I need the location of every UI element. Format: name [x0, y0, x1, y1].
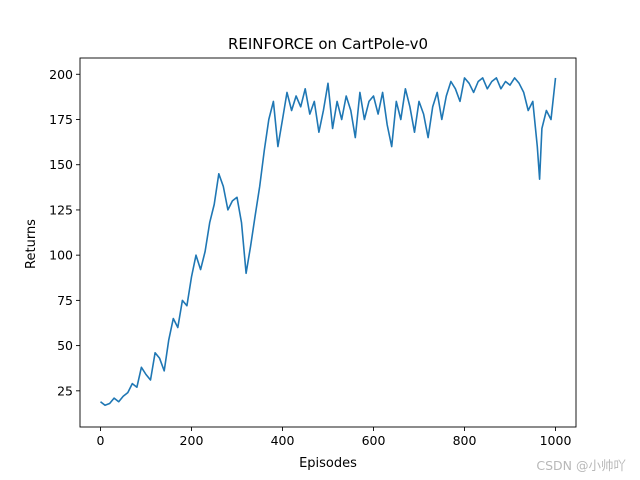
x-tick-label: 200	[180, 433, 204, 448]
x-axis-label: Episodes	[299, 456, 357, 471]
x-tick-label: 800	[453, 433, 477, 448]
y-tick-label: 100	[49, 248, 73, 263]
y-axis-label: Returns	[24, 219, 39, 269]
x-tick-label: 400	[271, 433, 295, 448]
x-tick-label: 600	[362, 433, 386, 448]
y-tick-label: 75	[57, 293, 73, 308]
series-line-0	[100, 77, 557, 407]
chart-title: REINFORCE on CartPole-v0	[228, 35, 428, 53]
x-tick-label: 0	[97, 433, 105, 448]
y-tick-label: 150	[49, 157, 73, 172]
watermark: CSDN @小帅吖	[536, 458, 626, 473]
plot-frame	[79, 57, 577, 428]
y-tick-label: 175	[49, 112, 73, 127]
y-tick-label: 200	[49, 67, 73, 82]
y-tick-label: 50	[57, 338, 73, 353]
x-tick-label: 1000	[540, 433, 572, 448]
plot-area: 0 200 400 600 800 1000 25 50 75 100 125 150 175 200	[49, 57, 577, 448]
y-tick-label: 25	[57, 383, 73, 398]
y-tick-label: 125	[49, 202, 73, 217]
